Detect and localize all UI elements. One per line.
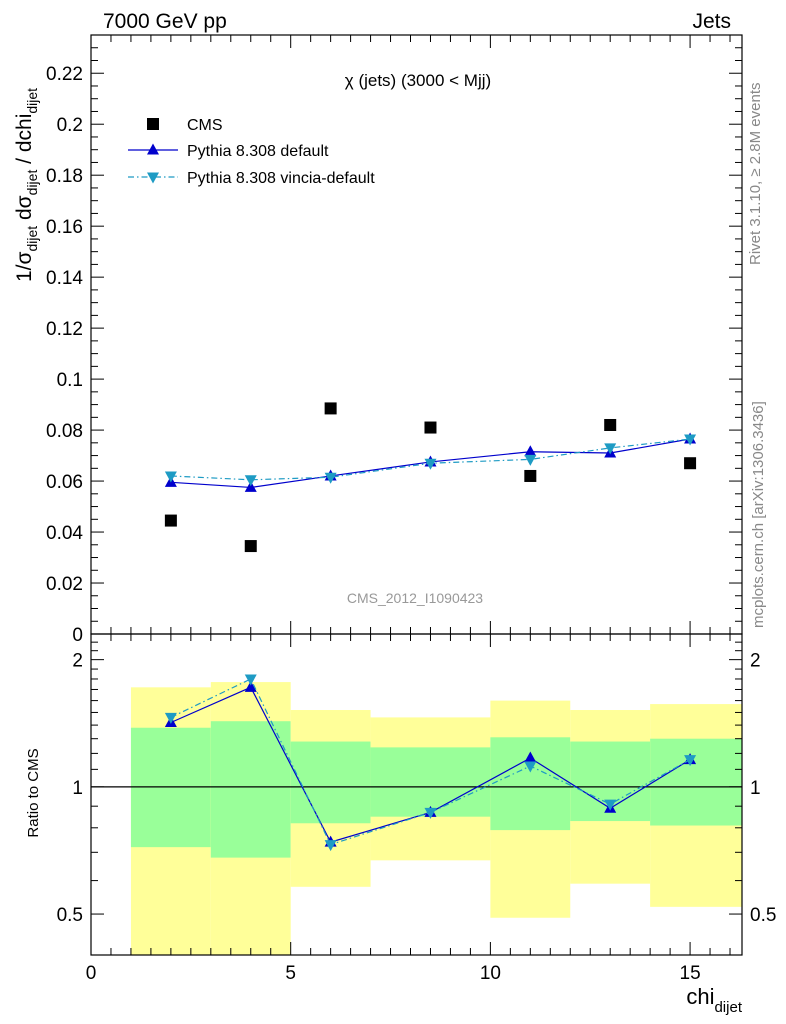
ratio-inner-band (490, 737, 571, 831)
ratio-inner-band (290, 741, 371, 824)
ratio-data-point (684, 755, 697, 767)
main-data-point (524, 454, 537, 466)
ratio-data-point (604, 799, 617, 811)
chart-title: χ (jets) (3000 < Mjj) (345, 71, 491, 90)
ratio-y-axis-label: Ratio to CMS (25, 748, 42, 837)
main-y-tick-label: 0.14 (46, 268, 83, 289)
main-y-tick-label: 0.08 (46, 421, 83, 442)
ratio-data-point (244, 680, 257, 692)
ratio-panel: 0.5 0.5 1 1 2 2 0 5 10 15 (57, 633, 776, 984)
main-y-tick-label: 0.12 (46, 319, 83, 340)
x-axis-label: chidijet (686, 984, 742, 1016)
main-y-tick-label: 0 (72, 625, 83, 646)
main-data-point (604, 418, 617, 431)
main-panel: 0 0.02 0.04 0.06 0.08 0.1 0.12 0.14 0.16 0.18 0.2 0… (46, 34, 743, 646)
main-data-point (684, 457, 697, 470)
header-energy-label: 7000 GeV pp (103, 10, 227, 33)
main-data-point (324, 472, 337, 484)
ratio-y-tick-label-right: 2 (750, 651, 761, 672)
main-y-tick-label: 0.1 (57, 370, 83, 391)
ratio-inner-band (370, 747, 491, 817)
main-y-tick-label: 0.02 (46, 574, 83, 595)
legend-marker (147, 118, 159, 130)
main-data-point (244, 540, 257, 553)
main-y-tick-label: 0.06 (46, 472, 83, 493)
main-y-tick-label: 0.22 (46, 64, 83, 85)
ratio-inner-band (210, 721, 291, 858)
x-tick-label: 5 (285, 963, 296, 984)
main-data-point (424, 421, 437, 434)
ratio-data-point (524, 761, 537, 773)
main-y-tick-label: 0.16 (46, 217, 83, 238)
main-y-tick-label: 0.18 (46, 166, 83, 187)
main-data-point (524, 445, 537, 457)
mcplots-label: mcplots.cern.ch [arXiv:1306.3436] (750, 401, 767, 628)
main-y-axis-label: 1/σdijet dσdijet / dchidijet (13, 88, 40, 282)
ratio-data-point (524, 751, 537, 763)
x-tick-label: 0 (86, 963, 97, 984)
legend-marker (147, 172, 159, 184)
ratio-inner-band (650, 738, 742, 826)
rivet-version-label: Rivet 3.1.10, ≥ 2.8M events (747, 83, 764, 266)
main-y-tick-label: 0.2 (57, 115, 83, 136)
ratio-y-tick-label: 2 (72, 651, 83, 672)
main-data-point (324, 402, 337, 415)
ratio-data-point (164, 712, 177, 724)
main-data-point (244, 475, 257, 487)
legend-label: Pythia 8.308 vincia-default (187, 170, 375, 187)
main-y-tick-label: 0.04 (46, 523, 83, 544)
main-data-point (164, 471, 177, 483)
x-tick-label: 10 (480, 963, 501, 984)
ratio-y-tick-label-right: 1 (750, 778, 761, 799)
legend-marker (147, 143, 159, 155)
legend-label: CMS (187, 117, 223, 134)
ratio-y-tick-label: 1 (72, 778, 83, 799)
ratio-data-point (324, 840, 337, 852)
analysis-watermark: CMS_2012_I1090423 (347, 590, 483, 606)
main-data-point (524, 469, 537, 482)
main-data-point (164, 514, 177, 527)
main-data-point (684, 434, 697, 446)
x-tick-label: 15 (680, 963, 701, 984)
ratio-y-tick-label: 0.5 (57, 905, 83, 926)
ratio-y-tick-label-right: 0.5 (750, 905, 776, 926)
ratio-data-point (424, 807, 437, 819)
main-data-point (604, 443, 617, 455)
legend-label: Pythia 8.308 default (187, 143, 329, 160)
main-data-point (424, 458, 437, 470)
ratio-data-point (244, 674, 257, 686)
ratio-frame (90, 633, 743, 956)
header-process-label: Jets (692, 10, 731, 33)
main-data-point (244, 480, 257, 492)
